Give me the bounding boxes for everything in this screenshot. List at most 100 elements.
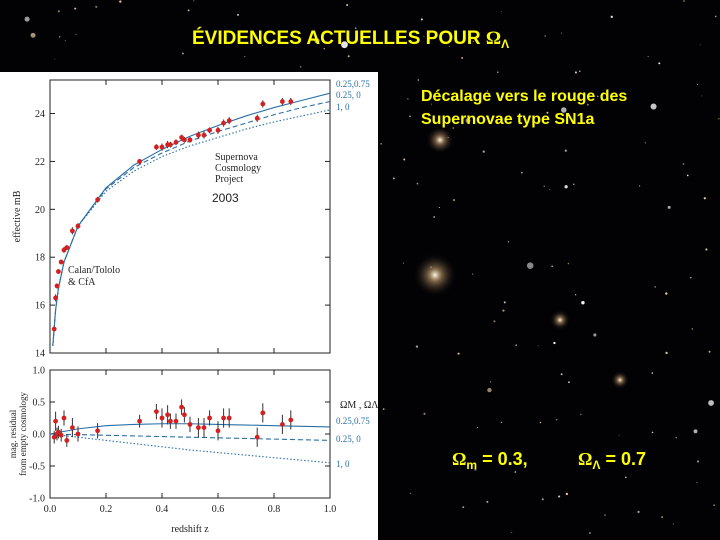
data-point — [168, 418, 173, 424]
star — [560, 107, 567, 113]
data-point — [64, 245, 70, 251]
star — [415, 345, 419, 348]
star — [537, 345, 539, 347]
data-point — [187, 422, 193, 427]
data-point — [288, 417, 294, 423]
star — [703, 197, 706, 200]
star — [568, 381, 570, 384]
star — [471, 273, 474, 275]
star — [433, 216, 436, 218]
y-tick-label: -1.0 — [29, 494, 45, 505]
star — [696, 83, 699, 85]
model-line — [52, 101, 331, 346]
star — [682, 163, 685, 165]
star — [380, 143, 382, 145]
subtitle: Supernovae type SN1a — [421, 111, 595, 128]
star — [647, 56, 649, 58]
data-point — [254, 115, 260, 121]
data-point — [56, 429, 61, 435]
star — [581, 300, 585, 305]
star — [610, 15, 613, 18]
star — [665, 351, 668, 355]
data-point — [54, 283, 60, 289]
data-point — [182, 137, 187, 143]
star — [604, 514, 606, 516]
data-point — [159, 144, 165, 150]
subtitle: Décalage vers le rouge des — [421, 88, 627, 105]
annotation: Project — [215, 174, 244, 185]
star — [431, 103, 432, 105]
data-point — [201, 425, 207, 430]
plot-panel — [0, 72, 378, 540]
star — [696, 460, 700, 463]
star — [693, 429, 698, 434]
data-point — [173, 139, 179, 145]
data-point — [70, 228, 75, 234]
x-tick-label: 0.8 — [268, 504, 281, 515]
star — [457, 352, 460, 355]
star — [546, 111, 549, 114]
y-tick-label: 14 — [35, 349, 45, 360]
star — [541, 498, 544, 501]
y-tick-label: -0.5 — [29, 462, 45, 473]
x-axis-label: redshift z — [171, 524, 209, 535]
y-tick-label: 16 — [35, 301, 45, 312]
star — [696, 481, 698, 484]
galaxy — [611, 371, 629, 389]
y-tick-label: 24 — [35, 109, 45, 120]
star — [718, 118, 720, 120]
star — [423, 412, 426, 415]
star — [423, 36, 425, 38]
y-axis-label: effective mB — [12, 190, 23, 242]
galaxy — [550, 310, 570, 330]
star — [346, 3, 349, 7]
data-point — [58, 259, 64, 265]
data-point — [56, 269, 61, 274]
star — [535, 92, 537, 94]
y-tick-label: 20 — [35, 205, 45, 216]
y-tick-label: 1.0 — [33, 366, 46, 377]
data-point — [173, 418, 179, 424]
star — [244, 56, 246, 58]
star — [551, 265, 553, 268]
star — [665, 292, 668, 295]
star — [672, 523, 674, 525]
star — [589, 532, 591, 534]
star — [496, 71, 499, 73]
x-tick-label: 0.2 — [100, 504, 113, 515]
star — [503, 301, 506, 304]
star — [75, 33, 77, 35]
star — [462, 506, 465, 509]
data-point — [196, 132, 201, 138]
star — [714, 15, 717, 18]
star — [708, 400, 714, 406]
annotation: Calan/Tololo — [68, 265, 120, 276]
data-point — [70, 425, 75, 430]
y-tick-label: 0.5 — [33, 398, 46, 409]
data-point — [154, 409, 159, 414]
star — [476, 427, 478, 429]
data-point — [53, 295, 58, 301]
star — [502, 309, 505, 312]
data-point — [53, 418, 58, 424]
star — [119, 0, 122, 3]
star — [500, 421, 502, 423]
star — [193, 0, 195, 2]
data-point — [221, 120, 227, 126]
star — [565, 492, 569, 496]
star — [354, 27, 357, 29]
star — [644, 142, 646, 144]
x-tick-label: 1.0 — [324, 504, 337, 515]
star — [448, 46, 450, 48]
star — [314, 38, 320, 44]
star — [544, 35, 546, 37]
y-tick-label: 18 — [35, 253, 45, 264]
data-point — [260, 410, 266, 416]
star — [64, 39, 66, 41]
star — [560, 373, 563, 376]
data-point — [215, 428, 221, 434]
star — [638, 185, 641, 187]
data-point — [165, 412, 171, 418]
